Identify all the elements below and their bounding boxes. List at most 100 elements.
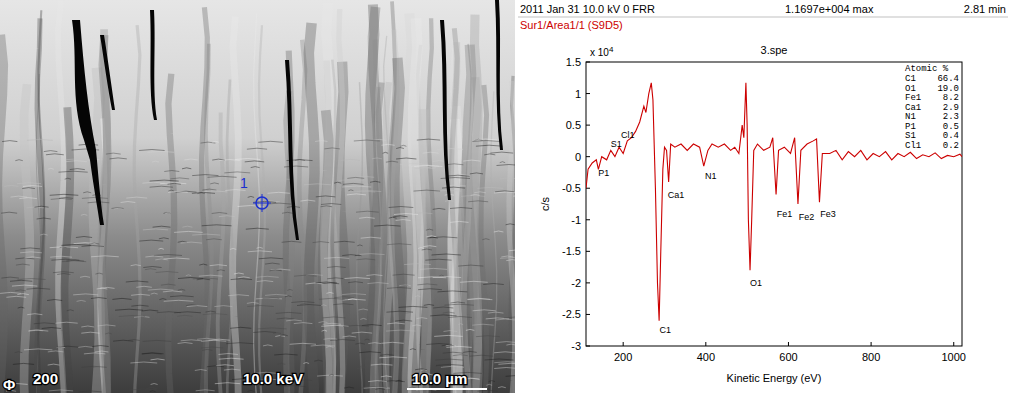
sem-striation bbox=[0, 292, 21, 293]
sem-striation bbox=[418, 248, 424, 249]
sem-striation bbox=[500, 178, 515, 179]
sem-striation bbox=[356, 254, 384, 255]
sem-striation bbox=[317, 375, 343, 376]
sem-striation bbox=[195, 370, 207, 371]
magnification: 200 bbox=[33, 370, 58, 387]
sem-striation bbox=[430, 315, 456, 316]
y-tick bbox=[586, 125, 590, 126]
sem-striation bbox=[228, 295, 249, 296]
sem-striation bbox=[444, 331, 458, 332]
sem-striation bbox=[509, 250, 515, 251]
sem-striation bbox=[121, 202, 136, 203]
sem-striation bbox=[92, 346, 108, 347]
sem-striation bbox=[394, 214, 418, 215]
sem-striation bbox=[327, 267, 346, 268]
peak-label: Fe2 bbox=[799, 212, 815, 222]
sem-striation bbox=[393, 274, 415, 275]
sem-striation bbox=[110, 158, 127, 159]
sem-striation bbox=[15, 352, 23, 353]
sem-streak bbox=[454, 42, 460, 393]
sem-striation bbox=[453, 355, 468, 356]
sem-striation bbox=[294, 323, 313, 324]
sem-striation bbox=[192, 192, 215, 193]
sem-striation bbox=[258, 328, 287, 329]
sem-striation bbox=[372, 158, 382, 159]
sem-striation bbox=[286, 320, 302, 321]
sem-image bbox=[0, 0, 515, 393]
sem-striation bbox=[131, 294, 150, 295]
sem-striation bbox=[471, 194, 480, 195]
sem-striation bbox=[257, 281, 274, 282]
peak-label: C1 bbox=[659, 325, 671, 335]
sem-striation bbox=[339, 180, 363, 181]
sem-striation bbox=[446, 345, 456, 346]
y-scale-exponent: 4 bbox=[609, 45, 614, 54]
sem-striation bbox=[360, 318, 366, 319]
sem-striation bbox=[67, 310, 74, 311]
sem-striation bbox=[51, 259, 79, 260]
sem-striation bbox=[91, 298, 107, 299]
sem-striation bbox=[468, 299, 493, 300]
sem-striation bbox=[399, 285, 411, 286]
sem-striation bbox=[359, 352, 381, 353]
sem-striation bbox=[207, 366, 224, 367]
sem-striation bbox=[450, 208, 472, 209]
y-tick-label: -2 bbox=[571, 277, 581, 289]
sem-striation bbox=[130, 362, 157, 363]
sem-striation bbox=[476, 145, 503, 146]
sem-striation bbox=[34, 323, 55, 324]
sem-striation bbox=[277, 363, 285, 364]
peak-label: Fe1 bbox=[777, 209, 793, 219]
sem-striation bbox=[212, 141, 219, 142]
sem-striation bbox=[79, 391, 102, 392]
sem-striation bbox=[81, 214, 87, 215]
sem-striation bbox=[400, 164, 429, 165]
sem-striation bbox=[389, 207, 414, 208]
sem-striation bbox=[248, 251, 272, 252]
sem-striation bbox=[494, 231, 504, 232]
sem-striation bbox=[496, 342, 515, 343]
sem-striation bbox=[265, 294, 287, 295]
sem-streak bbox=[38, 10, 44, 393]
sem-striation bbox=[35, 206, 49, 207]
sem-striation bbox=[206, 311, 216, 312]
sem-striation bbox=[379, 357, 407, 358]
sem-striation bbox=[323, 317, 346, 318]
sem-streak bbox=[24, 84, 30, 393]
sem-striation bbox=[482, 239, 489, 240]
y-tick bbox=[586, 62, 590, 63]
x-tick bbox=[623, 342, 624, 346]
sem-striation bbox=[152, 161, 159, 162]
sem-striation bbox=[159, 299, 166, 300]
header-min: 2.81 min bbox=[964, 3, 1006, 15]
sem-striation bbox=[208, 176, 237, 177]
voltage: 10.0 keV bbox=[243, 370, 303, 387]
sem-striation bbox=[343, 299, 366, 300]
sem-striation bbox=[51, 198, 72, 199]
sem-striation bbox=[355, 255, 362, 256]
sem-striation bbox=[414, 168, 435, 169]
sem-striation bbox=[157, 312, 181, 313]
sem-striation bbox=[396, 380, 403, 381]
sem-striation bbox=[374, 225, 400, 226]
sem-striation bbox=[285, 296, 292, 297]
sem-striation bbox=[367, 283, 388, 284]
peak-label: O1 bbox=[750, 278, 762, 288]
header-rule bbox=[518, 17, 1008, 18]
sem-streak bbox=[233, 17, 239, 393]
sem-striation bbox=[313, 242, 330, 243]
x-axis-label: Kinetic Energy (eV) bbox=[727, 372, 822, 384]
sem-striation bbox=[178, 343, 193, 344]
sem-striation bbox=[214, 306, 232, 307]
sem-striation bbox=[396, 148, 404, 149]
sem-streak bbox=[299, 40, 305, 393]
sem-striation bbox=[230, 248, 236, 249]
sem-striation bbox=[410, 349, 416, 350]
sem-striation bbox=[17, 279, 45, 280]
sem-crack bbox=[440, 20, 451, 200]
sem-striation bbox=[450, 302, 465, 303]
sem-striation bbox=[27, 288, 51, 289]
sem-striation bbox=[432, 254, 461, 255]
sem-striation bbox=[178, 289, 185, 290]
sem-striation bbox=[84, 353, 106, 354]
